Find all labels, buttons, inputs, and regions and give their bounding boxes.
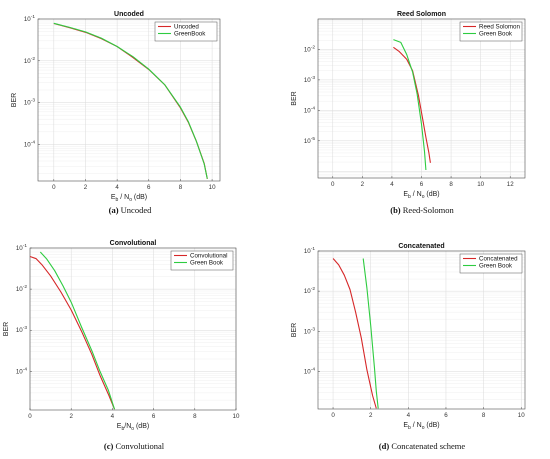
x-tick-label: 0 — [28, 413, 32, 420]
figure-caption: (c) Convolutional — [104, 441, 165, 451]
y-tick-label: 10-4 — [304, 366, 315, 375]
figure-caption: (d) Concatenated scheme — [379, 441, 466, 451]
y-tick-label: 10-1 — [16, 243, 27, 252]
x-tick-label: 6 — [152, 413, 156, 420]
y-tick-label: 10-3 — [24, 98, 35, 107]
chart-panel-2: 0 2 4 6 8 10 12 10-2 10-3 10-4 10-5 Reed Solomon Eb … — [291, 11, 526, 215]
x-axis-label: Eb/No (dB) — [117, 423, 149, 432]
legend-label: Green Book — [479, 31, 513, 38]
x-tick-label: 8 — [482, 412, 486, 419]
x-tick-label: 6 — [147, 184, 151, 191]
series-line-green-book — [362, 258, 379, 409]
x-tick-label: 2 — [84, 184, 88, 191]
x-tick-label: 10 — [233, 413, 240, 420]
legend-label: Concatenated — [479, 256, 518, 263]
x-tick-label: 4 — [390, 181, 394, 188]
x-tick-label: 10 — [518, 412, 525, 419]
grid — [318, 250, 525, 409]
chart-title: Uncoded — [114, 11, 144, 18]
axes-frame — [37, 18, 221, 182]
series-line-green-book — [39, 251, 116, 410]
caption-letter: (b) — [390, 205, 401, 215]
y-tick-label: 10-2 — [304, 44, 315, 53]
x-tick-label: 2 — [69, 413, 73, 420]
series-line-green-book — [393, 39, 427, 171]
y-tick-label: 10-4 — [304, 105, 315, 114]
y-tick-label: 10-2 — [304, 286, 315, 295]
x-tick-label: 6 — [420, 181, 424, 188]
caption-letter: (d) — [379, 441, 390, 451]
legend-label: Reed Solomon — [479, 24, 520, 31]
chart-panel-3: 0 2 4 6 8 10 10-1 10-2 10-3 10-4 Convolutional Eb/N… — [3, 240, 240, 451]
legend-label: Green Book — [190, 260, 224, 267]
x-tick-label: 8 — [193, 413, 197, 420]
x-tick-label: 0 — [52, 184, 56, 191]
series-line-reed-solomon — [393, 46, 431, 163]
chart-panel-4: 0 2 4 6 8 10 10-1 10-2 10-3 10-4 Concatenated Eb / … — [291, 243, 526, 451]
y-axis-label: BER — [291, 323, 298, 337]
caption-text: Reed-Solomon — [401, 205, 455, 215]
x-axis-label: Eb / No (dB) — [403, 191, 439, 200]
figure-caption: (a) Uncoded — [109, 205, 152, 215]
y-axis-label: BER — [291, 91, 298, 105]
x-tick-label: 2 — [369, 412, 373, 419]
x-tick-label: 2 — [361, 181, 365, 188]
y-tick-label: 10-3 — [304, 75, 315, 84]
y-tick-label: 10-4 — [24, 139, 35, 148]
legend-label: Uncoded — [174, 24, 199, 31]
legend-label: GreenBook — [174, 31, 206, 38]
y-axis-label: BER — [3, 322, 10, 336]
y-tick-label: 10-3 — [304, 326, 315, 335]
chart-title: Concatenated — [398, 243, 444, 250]
y-tick-label: 10-4 — [16, 366, 27, 375]
plot-area — [38, 19, 220, 181]
x-tick-label: 8 — [449, 181, 453, 188]
y-tick-label: 10-2 — [24, 56, 35, 65]
series-line-convolutional — [29, 255, 116, 410]
grid — [318, 18, 525, 179]
series-line-greenbook — [53, 22, 208, 179]
x-tick-label: 0 — [331, 181, 335, 188]
y-axis-label: BER — [11, 93, 18, 107]
x-tick-label: 4 — [407, 412, 411, 419]
caption-letter: (a) — [109, 205, 119, 215]
caption-letter: (c) — [104, 441, 114, 451]
x-tick-label: 0 — [331, 412, 335, 419]
grid — [29, 247, 237, 410]
axes-frame — [317, 250, 526, 410]
y-tick-label: 10-5 — [304, 136, 315, 145]
x-tick-label: 4 — [111, 413, 115, 420]
caption-text: Concatenated scheme — [389, 441, 465, 451]
legend-label: Convolutional — [190, 253, 228, 260]
x-tick-label: 6 — [444, 412, 448, 419]
y-tick-label: 10-3 — [16, 325, 27, 334]
chart-title: Convolutional — [110, 240, 157, 247]
y-tick-label: 10-2 — [16, 284, 27, 293]
axes-frame — [29, 247, 237, 411]
x-axis-label: Eb / No (dB) — [111, 194, 147, 203]
x-tick-label: 10 — [209, 184, 216, 191]
x-tick-label: 4 — [115, 184, 119, 191]
x-tick-label: 10 — [477, 181, 484, 188]
legend-label: Green Book — [479, 263, 513, 270]
chart-panel-1: 0 2 4 6 8 10 10-1 10-2 10-3 10-4 Uncoded Eb / No (d… — [11, 11, 221, 215]
plot-area — [30, 248, 236, 410]
series-line-concatenated — [332, 258, 377, 409]
x-tick-label: 8 — [179, 184, 183, 191]
y-tick-label: 10-1 — [24, 14, 35, 23]
plot-area — [318, 251, 525, 409]
figure-caption: (b) Reed-Solomon — [390, 205, 454, 215]
grid — [38, 18, 220, 181]
y-tick-label: 10-1 — [304, 246, 315, 255]
caption-text: Uncoded — [119, 205, 153, 215]
caption-text: Convolutional — [113, 441, 164, 451]
chart-title: Reed Solomon — [397, 11, 446, 18]
x-tick-label: 12 — [507, 181, 514, 188]
x-axis-label: Eb / No (dB) — [403, 422, 439, 431]
